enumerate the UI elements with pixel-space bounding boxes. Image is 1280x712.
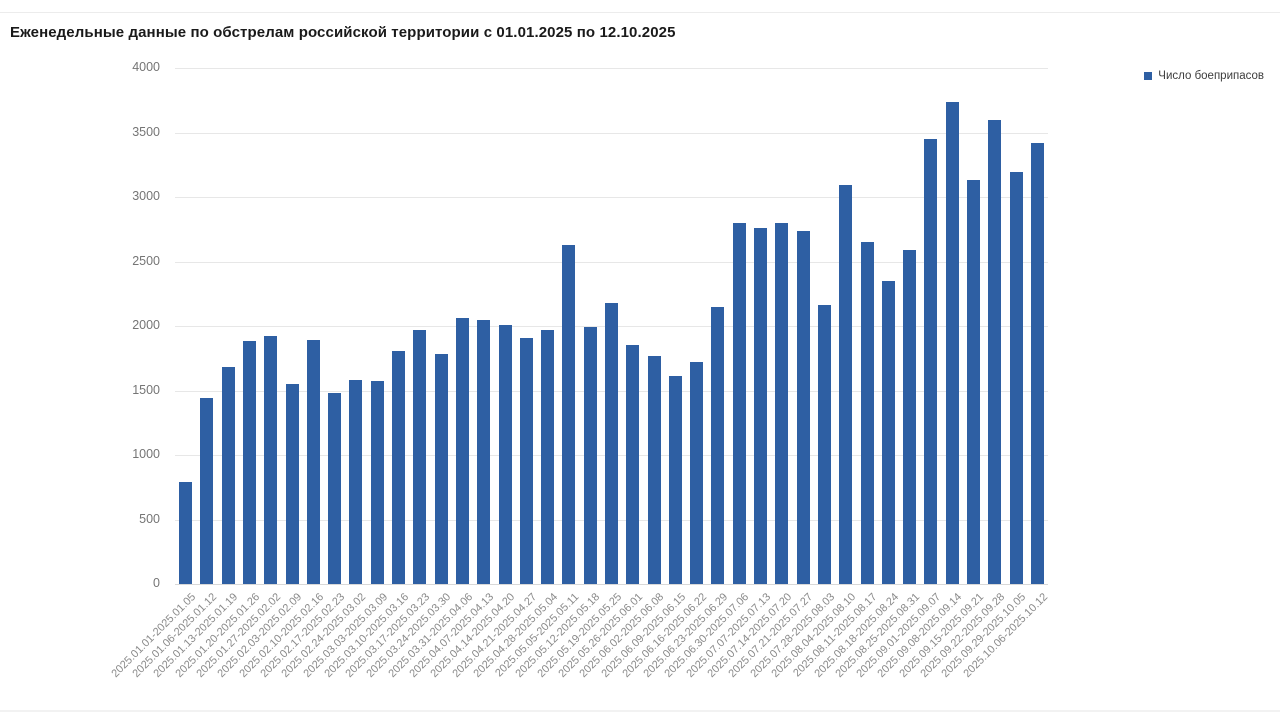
bar [1009,172,1023,584]
bar [583,327,597,584]
chart-title: Еженедельные данные по обстрелам российс… [10,24,676,41]
gridline [175,132,1048,134]
bar [754,227,768,584]
bar [924,138,938,584]
bar [221,367,235,584]
y-axis-tick-label: 1500 [132,382,160,397]
legend-label: Число боеприпасов [1158,70,1264,82]
bar [349,380,363,584]
y-axis-tick-label: 1000 [132,447,160,461]
bar [839,185,853,584]
bar [1030,142,1044,584]
bar [562,244,576,584]
bar [370,381,384,584]
gridline [175,197,1048,198]
bar [200,398,214,584]
bar [328,393,342,584]
y-axis-tick-label: 500 [139,511,160,526]
gridline [175,584,1048,585]
bar [860,242,874,584]
bar [477,319,491,584]
bar [626,345,640,584]
bar [775,222,789,584]
bar [392,350,406,584]
y-axis-tick-label: 2500 [132,253,160,268]
gridline [175,261,1048,263]
legend-marker-square [1144,72,1153,80]
gridline [175,68,1048,69]
bar [519,337,533,584]
bar [668,376,682,584]
y-axis-tick-label: 0 [153,576,160,590]
bar [243,341,257,584]
y-axis-tick-label: 4000 [132,60,160,74]
bar [796,230,810,584]
legend: Число боеприпасов [1144,70,1264,82]
bar [945,101,959,584]
y-axis-tick-label: 3000 [132,189,160,203]
bar [647,355,661,584]
bar [264,336,278,584]
bar [690,362,704,584]
bar [455,318,469,584]
bar [306,340,320,584]
bar [966,180,980,584]
bar [413,329,427,584]
bar [903,249,917,584]
bar [732,222,746,584]
bar [541,329,555,584]
y-axis-tick-label: 3500 [132,124,160,139]
bar [988,119,1002,584]
bar [605,302,618,584]
bar [817,305,831,584]
y-axis-tick-label: 2000 [132,318,160,332]
bar [285,384,299,584]
top-separator [0,12,1280,13]
bar [434,354,448,584]
bar [881,280,895,584]
bar [711,306,725,584]
bar [179,482,193,584]
bar [498,324,512,584]
